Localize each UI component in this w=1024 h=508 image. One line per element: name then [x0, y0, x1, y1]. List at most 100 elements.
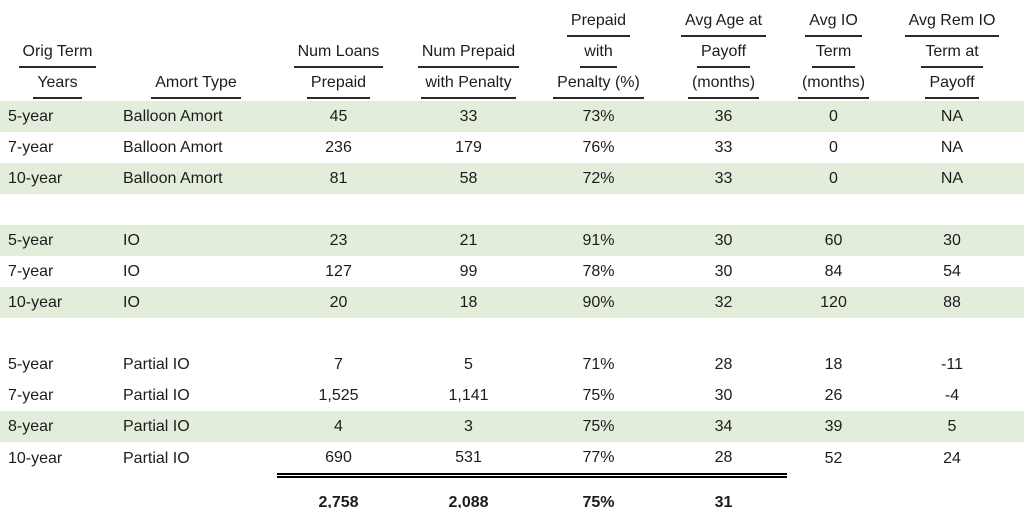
- cell-avg-age-payoff: 33: [660, 163, 787, 194]
- cell-amort-type: Partial IO: [123, 386, 190, 404]
- cell-avg-io-term: 120: [787, 287, 880, 318]
- cell-orig-term: 5-year: [8, 355, 54, 373]
- cell-avg-age-payoff: 33: [714, 138, 733, 156]
- column-header-line: (months): [687, 68, 760, 99]
- column-header-line: Num Prepaid: [417, 37, 520, 68]
- cell-avg-io-term: [787, 476, 880, 508]
- table-row: 7-year IO 127 99 78% 30 84 54: [0, 256, 1024, 287]
- cell-avg-io-term: 0: [829, 138, 838, 156]
- cell-avg-io-term: 52: [824, 449, 843, 467]
- table-body: 5-year Balloon Amort 45 33 73% 36 0 NA 7-year Bal…: [0, 101, 1024, 508]
- cell-avg-age-payoff: 28: [714, 448, 733, 466]
- spacer-row: [0, 318, 1024, 349]
- table-row: 5-year Balloon Amort 45 33 73% 36 0 NA: [0, 101, 1024, 132]
- cell-num-loans-prepaid: 2,758: [277, 473, 400, 508]
- column-header-line: Payoff: [925, 68, 979, 99]
- cell-num-loans-prepaid: 1,525: [318, 386, 359, 404]
- cell-prepaid-penalty-pct: 75%: [582, 386, 615, 404]
- cell-amort-type: Balloon Amort: [123, 138, 223, 156]
- column-header-line: Payoff: [696, 37, 751, 68]
- column-header-line: Prepaid: [566, 6, 631, 37]
- cell-amort-type: Balloon Amort: [115, 163, 277, 194]
- column-header-line: Years: [33, 68, 82, 99]
- cell-prepaid-penalty-pct: 77%: [582, 448, 615, 466]
- cell-avg-rem-io-term: NA: [880, 101, 1024, 132]
- cell-num-prepaid-penalty: 1,141: [448, 386, 489, 404]
- cell-avg-age-payoff: 32: [660, 287, 787, 318]
- cell-num-loans-prepaid: 127: [325, 262, 352, 280]
- spacer-cell: [0, 318, 1024, 349]
- column-header-avg-rem-io-term: Avg Rem IO Term at Payoff: [880, 0, 1024, 101]
- column-header-amort-type: Amort Type: [115, 0, 277, 101]
- table-row: 10-year Partial IO 690 531 77% 28 52 24: [0, 442, 1024, 476]
- column-header-line: Amort Type: [151, 68, 241, 99]
- table-row: 10-year IO 20 18 90% 32 120 88: [0, 287, 1024, 318]
- cell-num-loans-prepaid: 690: [325, 448, 352, 466]
- cell-amort-type: IO: [115, 287, 277, 318]
- cell-num-loans-prepaid: 236: [325, 138, 352, 156]
- table-row: 10-year Balloon Amort 81 58 72% 33 0 NA: [0, 163, 1024, 194]
- header-row: Orig Term Years Amort Type Num Loans Prepaid…: [0, 0, 1024, 101]
- cell-prepaid-penalty-pct: 91%: [537, 225, 660, 256]
- cell-orig-term: 7-year: [8, 138, 54, 156]
- table-row: 7-year Balloon Amort 236 179 76% 33 0 NA: [0, 132, 1024, 163]
- cell-orig-term: [0, 476, 115, 508]
- column-header-line: with Penalty: [421, 68, 516, 99]
- cell-orig-term: 10-year: [0, 287, 115, 318]
- cell-avg-rem-io-term: 54: [943, 262, 961, 280]
- column-header-avg-io-term: Avg IO Term (months): [787, 0, 880, 101]
- cell-num-prepaid-penalty: 21: [400, 225, 537, 256]
- column-header-num-prepaid-penalty: Num Prepaid with Penalty: [400, 0, 537, 101]
- cell-amort-type: Partial IO: [123, 449, 190, 467]
- cell-orig-term: 7-year: [8, 386, 54, 404]
- cell-num-loans-prepaid: 7: [334, 355, 343, 373]
- column-header-line: (months): [797, 68, 870, 99]
- cell-prepaid-penalty-pct: 72%: [537, 163, 660, 194]
- cell-prepaid-penalty-pct: 78%: [582, 262, 615, 280]
- cell-orig-term: 5-year: [0, 225, 115, 256]
- cell-num-prepaid-penalty: 2,088: [400, 473, 537, 508]
- cell-avg-io-term: 84: [824, 262, 843, 280]
- cell-avg-age-payoff: 30: [714, 262, 733, 280]
- cell-num-prepaid-penalty: 33: [400, 101, 537, 132]
- cell-num-loans-prepaid: 4: [277, 411, 400, 442]
- cell-num-prepaid-penalty: 58: [400, 163, 537, 194]
- spacer-cell: [0, 194, 1024, 225]
- cell-prepaid-penalty-pct: 75%: [537, 411, 660, 442]
- cell-prepaid-penalty-pct: 76%: [582, 138, 615, 156]
- cell-avg-age-payoff: 34: [660, 411, 787, 442]
- table-row: 5-year IO 23 21 91% 30 60 30: [0, 225, 1024, 256]
- cell-avg-age-payoff: 36: [660, 101, 787, 132]
- cell-num-loans-prepaid: 20: [277, 287, 400, 318]
- cell-prepaid-penalty-pct: 71%: [582, 355, 615, 373]
- cell-num-prepaid-penalty: 5: [464, 355, 473, 373]
- total-row: 2,758 2,088 75% 31: [0, 473, 1024, 508]
- cell-orig-term: 8-year: [0, 411, 115, 442]
- column-header-num-loans-prepaid: Num Loans Prepaid: [277, 0, 400, 101]
- cell-avg-age-payoff: 31: [660, 473, 787, 508]
- table-row: 5-year Partial IO 7 5 71% 28 18 -11: [0, 349, 1024, 380]
- column-header-line: Num Loans: [293, 37, 384, 68]
- column-header-line: Avg IO: [805, 6, 862, 37]
- cell-avg-age-payoff: 30: [660, 225, 787, 256]
- cell-avg-rem-io-term: -11: [941, 355, 963, 373]
- cell-num-prepaid-penalty: 18: [400, 287, 537, 318]
- column-header-avg-age-payoff: Avg Age at Payoff (months): [660, 0, 787, 101]
- cell-avg-age-payoff: 30: [714, 386, 733, 404]
- cell-avg-rem-io-term: 5: [880, 411, 1024, 442]
- column-header-line: Avg Rem IO: [904, 6, 1000, 37]
- cell-num-prepaid-penalty: 531: [455, 448, 482, 466]
- cell-num-prepaid-penalty: 3: [400, 411, 537, 442]
- table-row: 8-year Partial IO 4 3 75% 34 39 5: [0, 411, 1024, 442]
- column-header-line: Orig Term: [18, 37, 97, 68]
- cell-num-loans-prepaid: 45: [277, 101, 400, 132]
- cell-prepaid-penalty-pct: 75%: [537, 473, 660, 508]
- cell-avg-rem-io-term: 24: [943, 449, 961, 467]
- cell-num-prepaid-penalty: 99: [459, 262, 478, 280]
- cell-avg-io-term: 18: [824, 355, 843, 373]
- cell-avg-io-term: 60: [787, 225, 880, 256]
- column-header-line: Term at: [921, 37, 983, 68]
- cell-amort-type: IO: [123, 262, 140, 280]
- cell-num-loans-prepaid: 81: [277, 163, 400, 194]
